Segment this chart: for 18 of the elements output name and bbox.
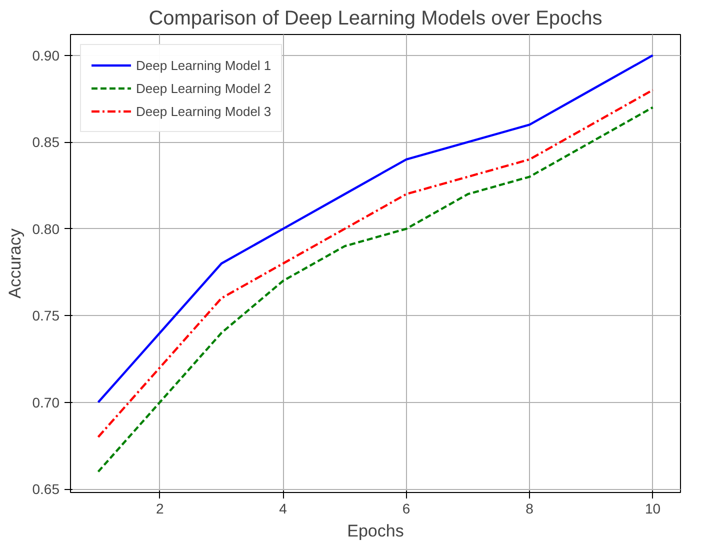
x-tick-label: 2 — [156, 500, 164, 516]
y-tick-label: 0.85 — [32, 134, 60, 150]
y-tick-label: 0.70 — [32, 394, 60, 410]
legend-label: Deep Learning Model 2 — [136, 80, 272, 96]
x-tick-label: 10 — [644, 500, 661, 516]
line-series — [97, 54, 654, 404]
legend-label: Deep Learning Model 3 — [136, 104, 272, 118]
y-tick-label: 0.65 — [32, 481, 60, 498]
y-tick-label: 0.90 — [32, 47, 60, 64]
y-tick-label: 0.80 — [32, 220, 60, 237]
x-tick-label: 4 — [279, 500, 288, 516]
x-tick-label: 6 — [402, 500, 410, 516]
y-axis-title: Accuracy — [5, 228, 24, 298]
y-tick-label: 0.75 — [32, 308, 60, 324]
chart-title: Comparison of Deep Learning Models over Epochs — [148, 8, 602, 30]
x-tick-label: 8 — [526, 500, 534, 516]
x-axis-title: Epochs — [347, 522, 404, 540]
legend-label: Deep Learning Model 1 — [136, 58, 272, 72]
